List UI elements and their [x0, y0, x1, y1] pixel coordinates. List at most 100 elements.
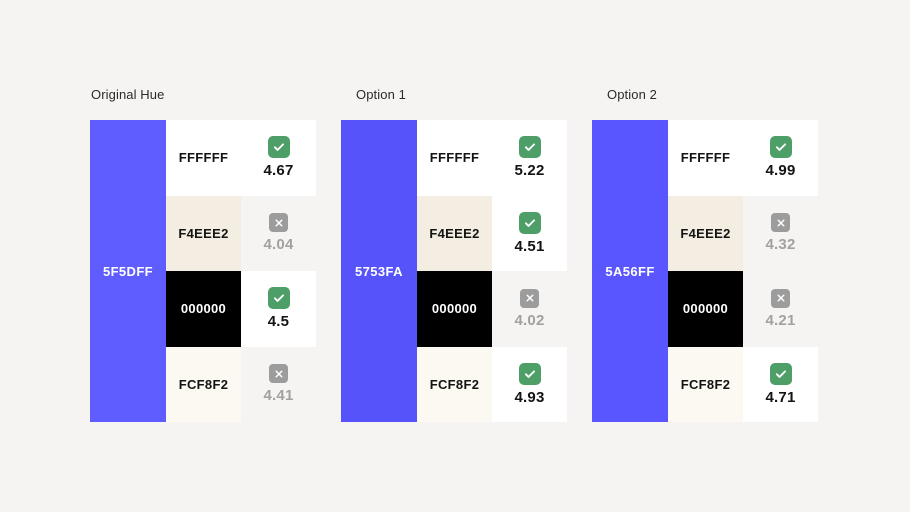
hex-label: FFFFFF — [680, 150, 731, 166]
contrast-row: FFFFFF 4.67 — [166, 120, 316, 196]
foreground-color-cell: FFFFFF — [166, 120, 241, 196]
contrast-result-cell: 4.51 — [492, 195, 567, 271]
contrast-result-cell: 4.93 — [492, 346, 567, 422]
panel-option-2: Option 2 5A56FF FFFFFF 4.99 — [592, 88, 818, 512]
contrast-row: FFFFFF 4.99 — [668, 120, 818, 196]
hex-label: F4EEE2 — [178, 225, 229, 241]
panel-body: 5F5DFF FFFFFF 4.67 — [90, 120, 316, 422]
contrast-ratio-value: 4.21 — [765, 311, 796, 329]
contrast-rows: FFFFFF 5.22 F4EEE2 — [417, 120, 567, 422]
panel-body: 5A56FF FFFFFF 4.99 — [592, 120, 818, 422]
check-icon — [524, 143, 535, 152]
check-icon — [524, 370, 535, 378]
contrast-status-icon — [771, 288, 790, 308]
hex-label: 000000 — [431, 301, 478, 317]
panel-title: Option 1 — [356, 87, 406, 102]
foreground-color-cell: F4EEE2 — [166, 195, 241, 271]
check-icon — [273, 294, 284, 303]
contrast-result-cell: 4.71 — [743, 346, 818, 422]
contrast-result-cell: 4.99 — [743, 120, 818, 196]
base-hex-label: 5F5DFF — [102, 263, 154, 279]
contrast-status-icon — [520, 288, 539, 308]
contrast-ratio-value: 5.22 — [514, 162, 545, 180]
hex-label: FCF8F2 — [429, 376, 480, 392]
contrast-row: 000000 4.21 — [668, 271, 818, 347]
base-color-swatch: 5A56FF — [592, 120, 668, 422]
contrast-row: FCF8F2 4.71 — [668, 346, 818, 422]
contrast-status-icon — [518, 211, 541, 234]
check-icon — [775, 143, 786, 152]
panel-original-hue: Original Hue 5F5DFF FFFFFF 4.67 — [90, 88, 316, 512]
contrast-rows: FFFFFF 4.67 F4EEE2 — [166, 120, 316, 422]
contrast-row: F4EEE2 4.32 — [668, 195, 818, 272]
contrast-status-icon — [518, 136, 541, 159]
contrast-status-icon — [769, 362, 792, 385]
contrast-result-cell: 4.5 — [241, 271, 316, 347]
contrast-result-cell: 5.22 — [492, 120, 567, 196]
contrast-status-icon — [518, 362, 541, 385]
contrast-ratio-value: 4.02 — [514, 311, 545, 329]
contrast-status-icon — [267, 287, 290, 310]
contrast-ratio-value: 4.99 — [765, 162, 796, 180]
contrast-status-icon — [267, 136, 290, 159]
base-hex-label: 5753FA — [355, 263, 403, 279]
contrast-status-icon — [769, 136, 792, 159]
panel-title: Original Hue — [91, 87, 165, 102]
contrast-ratio-value: 4.93 — [514, 388, 545, 406]
contrast-result-cell: 4.32 — [743, 196, 818, 272]
panel-option-1: Option 1 5753FA FFFFFF 5.22 — [341, 88, 567, 512]
base-color-swatch: 5753FA — [341, 120, 417, 422]
check-icon — [273, 143, 284, 152]
panel-title: Option 2 — [607, 87, 657, 102]
panel-body: 5753FA FFFFFF 5.22 — [341, 120, 567, 422]
contrast-ratio-value: 4.51 — [514, 237, 545, 255]
contrast-status-icon — [269, 213, 288, 233]
base-color-swatch: 5F5DFF — [90, 120, 166, 422]
hex-label: FCF8F2 — [178, 376, 229, 392]
foreground-color-cell: FCF8F2 — [417, 346, 492, 422]
contrast-row: FCF8F2 4.41 — [166, 346, 316, 423]
contrast-row: F4EEE2 4.51 — [417, 195, 567, 271]
x-icon — [275, 370, 282, 378]
contrast-ratio-value: 4.04 — [263, 236, 294, 254]
foreground-color-cell: F4EEE2 — [417, 195, 492, 271]
contrast-result-cell: 4.67 — [241, 120, 316, 196]
foreground-color-cell: F4EEE2 — [668, 195, 743, 271]
foreground-color-cell: FFFFFF — [668, 120, 743, 196]
x-icon — [777, 294, 784, 302]
contrast-row: F4EEE2 4.04 — [166, 195, 316, 272]
check-icon — [775, 370, 786, 378]
check-icon — [524, 219, 535, 227]
contrast-ratio-value: 4.67 — [263, 162, 294, 180]
contrast-status-icon — [771, 213, 790, 233]
hex-label: FCF8F2 — [680, 376, 731, 392]
contrast-result-cell: 4.41 — [241, 347, 316, 423]
base-hex-label: 5A56FF — [605, 263, 655, 279]
foreground-color-cell: 000000 — [417, 271, 492, 347]
x-icon — [777, 219, 784, 227]
hex-label: F4EEE2 — [429, 225, 480, 241]
x-icon — [275, 219, 282, 227]
contrast-row: FCF8F2 4.93 — [417, 346, 567, 422]
x-icon — [526, 294, 533, 302]
contrast-ratio-value: 4.5 — [267, 313, 290, 331]
contrast-ratio-value: 4.41 — [263, 387, 294, 405]
foreground-color-cell: FCF8F2 — [166, 346, 241, 422]
contrast-result-cell: 4.21 — [743, 271, 818, 347]
foreground-color-cell: FFFFFF — [417, 120, 492, 196]
contrast-status-icon — [269, 364, 288, 384]
contrast-rows: FFFFFF 4.99 F4EEE2 — [668, 120, 818, 422]
hex-label: FFFFFF — [178, 150, 229, 166]
contrast-row: FFFFFF 5.22 — [417, 120, 567, 196]
foreground-color-cell: FCF8F2 — [668, 346, 743, 422]
hex-label: FFFFFF — [429, 150, 480, 166]
contrast-row: 000000 4.02 — [417, 271, 567, 347]
foreground-color-cell: 000000 — [668, 271, 743, 347]
hex-label: 000000 — [682, 301, 729, 317]
contrast-ratio-value: 4.32 — [765, 236, 796, 254]
hex-label: F4EEE2 — [680, 225, 731, 241]
hex-label: 000000 — [180, 301, 227, 317]
contrast-result-cell: 4.04 — [241, 196, 316, 272]
contrast-result-cell: 4.02 — [492, 271, 567, 347]
